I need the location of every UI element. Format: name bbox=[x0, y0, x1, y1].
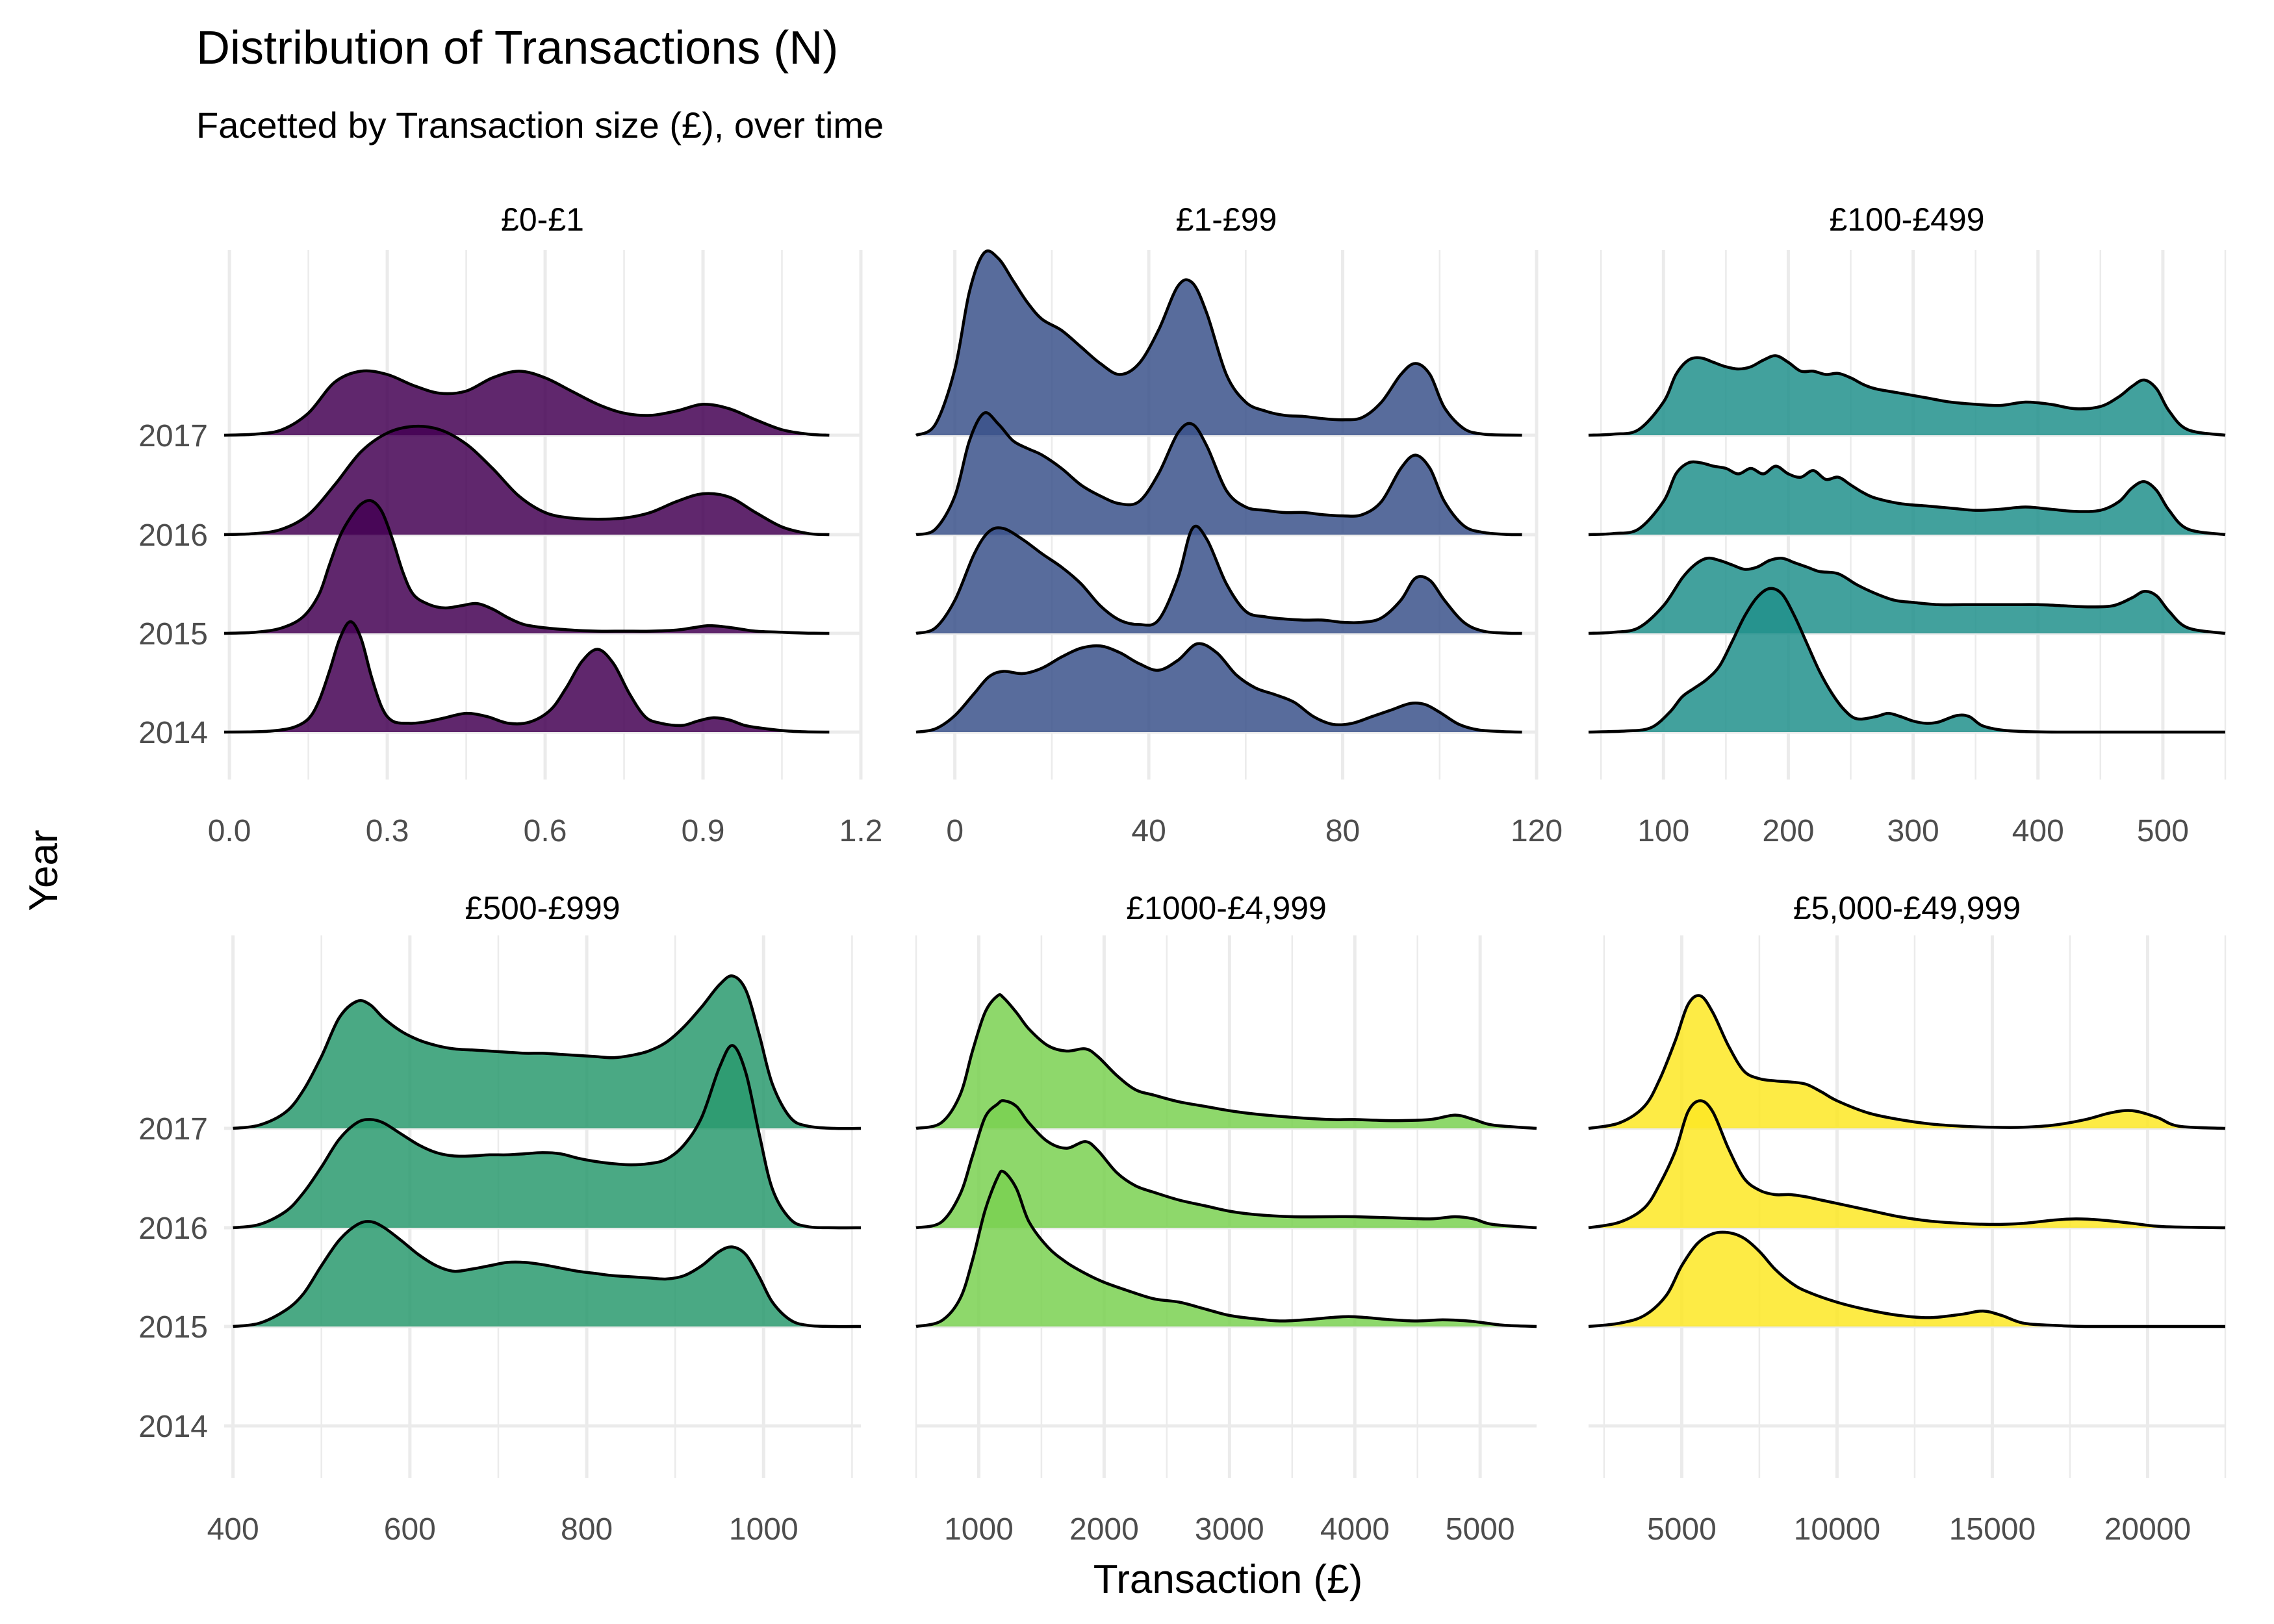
facet-panel: £5,000-£49,999 5000 10000 15000 20000 bbox=[1588, 890, 2227, 1547]
ridge-area-2015 bbox=[916, 1171, 1537, 1326]
facet-strip-label: £100-£499 bbox=[1829, 201, 1984, 238]
x-tick-label: 10000 bbox=[1794, 1512, 1880, 1547]
ridge-line-2016 bbox=[1588, 460, 2226, 537]
ridge-line-2016 bbox=[915, 411, 1522, 537]
ridge-line-2017 bbox=[915, 249, 1522, 437]
facet-strip-label: £500-£999 bbox=[465, 890, 620, 926]
x-tick-label: 2000 bbox=[1069, 1512, 1139, 1547]
ridge-area-2017 bbox=[916, 251, 1522, 435]
ridge-area-2017 bbox=[916, 995, 1537, 1128]
x-tick-label: 0.3 bbox=[366, 814, 409, 848]
x-tick-label: 1000 bbox=[729, 1512, 798, 1547]
ridge-line-2015 bbox=[1588, 1230, 2225, 1328]
facet-panels: £0-£1 2014 2015 2016 2017 0.0 0.3 0.6 0.9 1.2 £1-£… bbox=[138, 201, 2227, 1547]
ridge-area-2016 bbox=[916, 1100, 1537, 1228]
y-tick-label: 2015 bbox=[138, 617, 208, 652]
x-tick-label: 120 bbox=[1511, 814, 1563, 848]
ridge-area-2016 bbox=[233, 1045, 862, 1228]
ridge-line-2016 bbox=[1588, 1099, 2226, 1230]
x-tick-label: 80 bbox=[1325, 814, 1360, 848]
chart-subtitle: Facetted by Transaction size (£), over t… bbox=[196, 105, 884, 146]
ridge-area-2015 bbox=[916, 526, 1522, 633]
x-tick-label: 100 bbox=[1637, 814, 1689, 848]
y-tick-label: 2017 bbox=[138, 419, 208, 453]
x-tick-label: 3000 bbox=[1195, 1512, 1264, 1547]
x-tick-label: 500 bbox=[2137, 814, 2189, 848]
x-tick-label: 40 bbox=[1131, 814, 1166, 848]
facet-panel: £500-£999 2014 2015 2016 2017 400 600 800 1000 bbox=[138, 890, 862, 1547]
x-tick-label: 5000 bbox=[1446, 1512, 1515, 1547]
x-tick-label: 0 bbox=[946, 814, 964, 848]
ridge-line-2017 bbox=[915, 993, 1537, 1130]
chart-title: Distribution of Transactions (N) bbox=[196, 22, 838, 74]
ridge-line-2015 bbox=[1588, 556, 2226, 635]
x-tick-label: 20000 bbox=[2104, 1512, 2191, 1547]
facet-strip-label: £1000-£4,999 bbox=[1126, 890, 1327, 926]
ridge-area-2015 bbox=[1589, 558, 2225, 633]
ridge-area-2014 bbox=[916, 643, 1522, 732]
ridge-line-2015 bbox=[915, 1169, 1537, 1328]
y-tick-label: 2016 bbox=[138, 518, 208, 553]
y-tick-label: 2017 bbox=[138, 1112, 208, 1147]
x-tick-label: 800 bbox=[561, 1512, 613, 1547]
facet-panel: £1000-£4,999 1000 2000 3000 4000 5000 bbox=[915, 890, 1537, 1547]
ridge-area-2016 bbox=[224, 426, 830, 535]
y-tick-label: 2016 bbox=[138, 1212, 208, 1246]
x-tick-label: 400 bbox=[2012, 814, 2064, 848]
x-tick-label: 400 bbox=[207, 1512, 259, 1547]
ridge-area-2016 bbox=[916, 412, 1522, 535]
facet-strip-label: £5,000-£49,999 bbox=[1793, 890, 2021, 926]
facet-strip-label: £0-£1 bbox=[501, 201, 584, 238]
ridge-line-2014 bbox=[224, 620, 830, 734]
x-tick-label: 300 bbox=[1887, 814, 1939, 848]
ridge-line-2017 bbox=[224, 369, 830, 437]
ridge-area-2015 bbox=[1589, 1232, 2225, 1327]
x-tick-label: 5000 bbox=[1647, 1512, 1717, 1547]
ridge-line-2015 bbox=[915, 524, 1522, 635]
x-tick-label: 0.6 bbox=[524, 814, 567, 848]
ridge-area-2014 bbox=[1589, 588, 2225, 733]
ridge-line-2017 bbox=[1588, 354, 2226, 437]
ridge-line-2015 bbox=[233, 1220, 862, 1328]
x-tick-label: 1000 bbox=[944, 1512, 1014, 1547]
facet-panel: £1-£99 0 40 80 120 bbox=[915, 201, 1563, 848]
y-axis-title: Year bbox=[21, 830, 66, 911]
y-tick-label: 2015 bbox=[138, 1310, 208, 1345]
x-axis-title: Transaction (£) bbox=[1093, 1557, 1363, 1602]
ridge-area-2015 bbox=[224, 500, 830, 633]
x-tick-label: 200 bbox=[1762, 814, 1814, 848]
ridge-line-2016 bbox=[224, 424, 830, 537]
ridge-area-2017 bbox=[1589, 995, 2225, 1128]
y-tick-label: 2014 bbox=[138, 716, 208, 750]
x-tick-label: 4000 bbox=[1320, 1512, 1390, 1547]
x-tick-label: 1.2 bbox=[839, 814, 883, 848]
ridge-area-2015 bbox=[233, 1221, 862, 1327]
facet-panel: £100-£499 100 200 300 400 500 bbox=[1588, 201, 2227, 848]
facet-panel: £0-£1 2014 2015 2016 2017 0.0 0.3 0.6 0.9 1.2 bbox=[138, 201, 882, 848]
ridge-line-2017 bbox=[233, 974, 862, 1130]
x-tick-label: 0.9 bbox=[682, 814, 725, 848]
x-tick-label: 15000 bbox=[1949, 1512, 2036, 1547]
ridge-line-2014 bbox=[915, 642, 1522, 734]
ridge-line-2014 bbox=[1588, 587, 2225, 734]
ridge-line-2016 bbox=[915, 1099, 1537, 1230]
y-tick-label: 2014 bbox=[138, 1410, 208, 1444]
ridge-line-2016 bbox=[233, 1044, 862, 1230]
ridge-area-2017 bbox=[233, 976, 862, 1129]
x-tick-label: 600 bbox=[384, 1512, 436, 1547]
ridge-area-2016 bbox=[1589, 462, 2225, 535]
ridge-line-2017 bbox=[1588, 994, 2226, 1130]
ridge-area-2016 bbox=[1589, 1100, 2225, 1228]
ridge-area-2017 bbox=[224, 370, 830, 435]
x-tick-label: 0.0 bbox=[208, 814, 251, 848]
ridge-line-2015 bbox=[224, 499, 830, 635]
ridge-area-2014 bbox=[224, 622, 830, 732]
facet-strip-label: £1-£99 bbox=[1176, 201, 1277, 238]
